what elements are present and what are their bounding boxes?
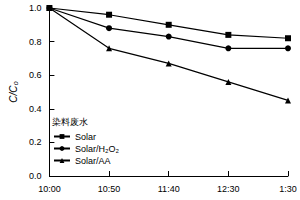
svg-text:0.0: 0.0: [29, 171, 42, 181]
svg-text:C/C₀: C/C₀: [8, 81, 19, 102]
svg-text:1.0: 1.0: [29, 3, 42, 13]
svg-text:Solar: Solar: [75, 132, 96, 142]
svg-text:1:30: 1:30: [279, 184, 297, 194]
svg-text:10:50: 10:50: [98, 184, 121, 194]
svg-text:0.6: 0.6: [29, 70, 42, 80]
svg-text:0.4: 0.4: [29, 104, 42, 114]
svg-text:0.8: 0.8: [29, 37, 42, 47]
svg-text:0.2: 0.2: [29, 137, 42, 147]
svg-text:12:30: 12:30: [217, 184, 240, 194]
svg-text:Solar/H₂O₂: Solar/H₂O₂: [75, 144, 120, 154]
svg-text:染料废水: 染料废水: [52, 117, 88, 127]
svg-text:11:40: 11:40: [158, 184, 180, 194]
svg-text:10:00: 10:00: [38, 184, 61, 194]
svg-text:Solar/AA: Solar/AA: [75, 156, 111, 166]
